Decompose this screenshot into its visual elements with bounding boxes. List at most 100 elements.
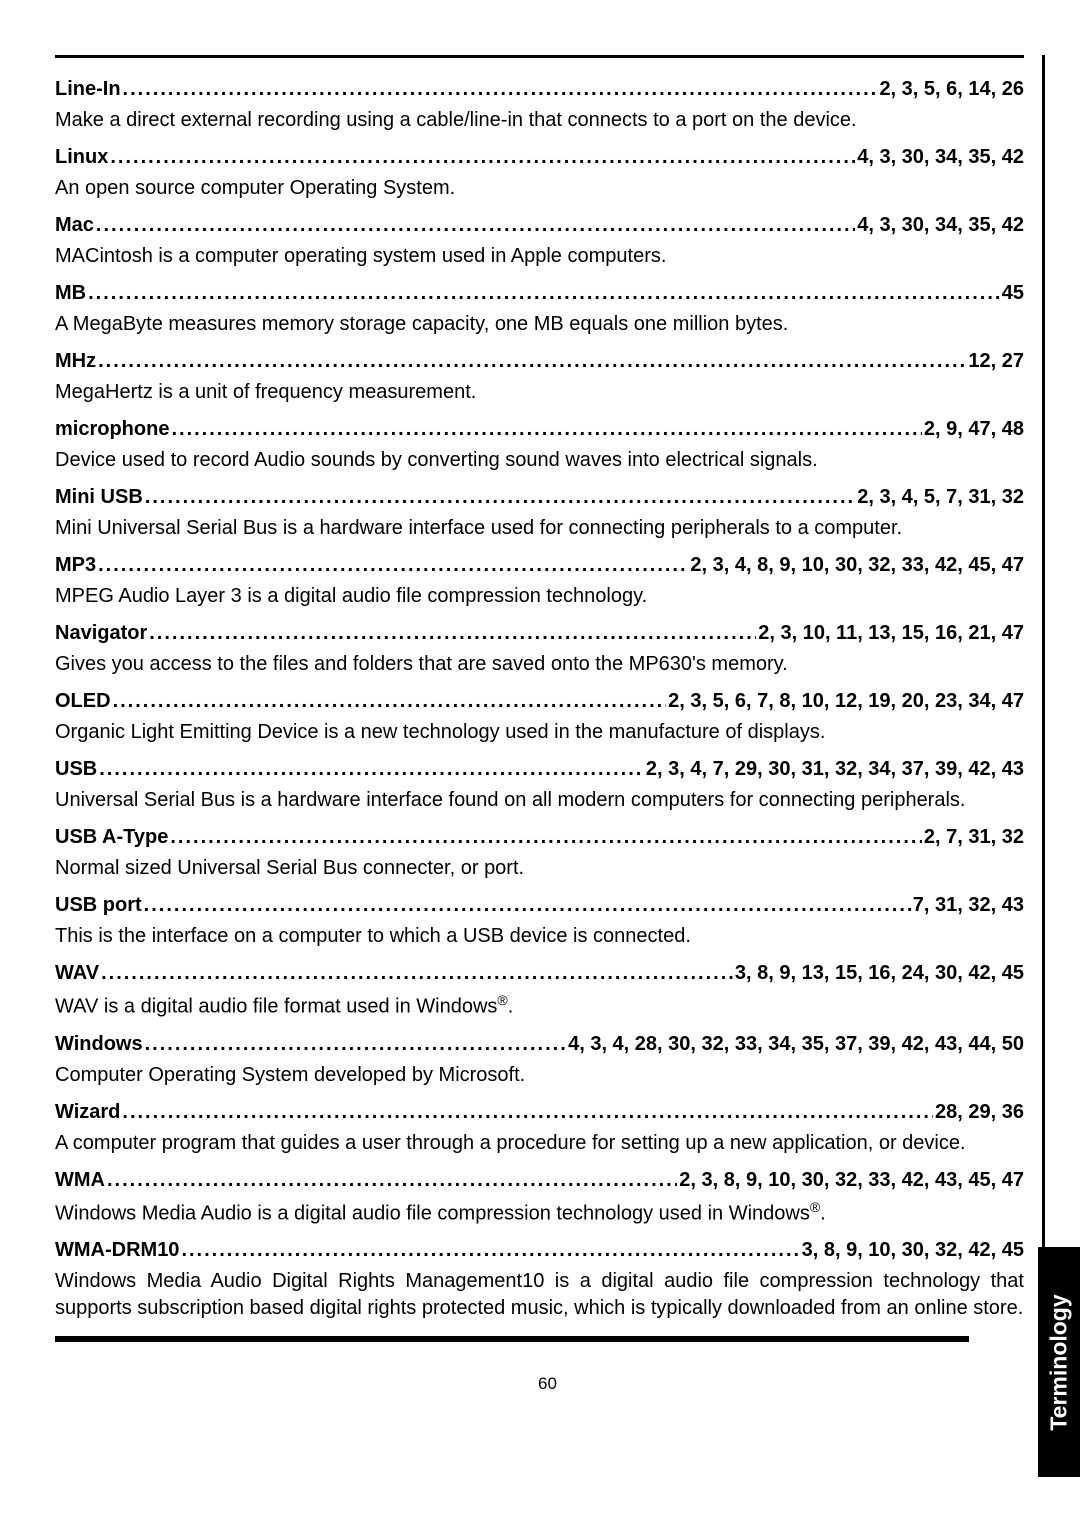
dot-leaders: [145, 484, 855, 511]
term-line: USB2, 3, 4, 7, 29, 30, 31, 32, 34, 37, 3…: [55, 756, 1024, 783]
term-label: MP3: [55, 552, 96, 579]
dot-leaders: [144, 892, 911, 919]
term-definition: Gives you access to the files and folder…: [55, 651, 1024, 678]
term-label: Linux: [55, 144, 108, 171]
term-definition: A computer program that guides a user th…: [55, 1130, 1024, 1157]
page-refs: 45: [1002, 280, 1024, 307]
dot-leaders: [113, 688, 667, 715]
index-entry: Mini USB2, 3, 4, 5, 7, 31, 32 Mini Univer…: [55, 484, 1024, 542]
dot-leaders: [122, 1099, 933, 1126]
index-entry: MB 45 A MegaByte measures memory storage c…: [55, 280, 1024, 338]
term-label: WMA: [55, 1167, 105, 1194]
term-line: microphone2, 9, 47, 48: [55, 416, 1024, 443]
side-tab: Terminology: [1038, 1247, 1080, 1477]
index-entry: Mac4, 3, 30, 34, 35, 42MACintosh is a co…: [55, 212, 1024, 270]
term-definition: Organic Light Emitting Device is a new t…: [55, 719, 1024, 746]
term-label: WAV: [55, 960, 99, 987]
dot-leaders: [171, 416, 921, 443]
term-definition: Make a direct external recording using a…: [55, 107, 1024, 134]
page-refs: 2, 3, 5, 6, 14, 26: [879, 76, 1024, 103]
term-label: Navigator: [55, 620, 147, 647]
dot-leaders: [123, 76, 878, 103]
page-refs: 2, 9, 47, 48: [924, 416, 1024, 443]
page-refs: 2, 3, 10, 11, 13, 15, 16, 21, 47: [758, 620, 1024, 647]
term-definition: An open source computer Operating System…: [55, 175, 1024, 202]
dot-leaders: [181, 1237, 799, 1264]
index-entry: Line-In 2, 3, 5, 6, 14, 26 Make a direct e…: [55, 76, 1024, 134]
term-label: Line-In: [55, 76, 121, 103]
content-area: Line-In 2, 3, 5, 6, 14, 26 Make a direct e…: [55, 55, 1045, 1342]
term-line: MP3 2, 3, 4, 8, 9, 10, 30, 32, 33, 42, 45…: [55, 552, 1024, 579]
term-definition: Windows Media Audio Digital Rights Manag…: [55, 1268, 1024, 1322]
term-label: USB: [55, 756, 97, 783]
page-refs: 2, 3, 4, 5, 7, 31, 32: [857, 484, 1024, 511]
term-definition: MACintosh is a computer operating system…: [55, 243, 1024, 270]
term-definition: MegaHertz is a unit of frequency measure…: [55, 379, 1024, 406]
dot-leaders: [170, 824, 922, 851]
index-entry: Navigator 2, 3, 10, 11, 13, 15, 16, 21, 4…: [55, 620, 1024, 678]
term-line: MHz 12, 27: [55, 348, 1024, 375]
index-entry: Windows 4, 3, 4, 28, 30, 32, 33, 34, 35, …: [55, 1031, 1024, 1089]
term-line: USB A-Type2, 7, 31, 32: [55, 824, 1024, 851]
term-definition: Device used to record Audio sounds by co…: [55, 447, 1024, 474]
page-refs: 3, 8, 9, 10, 30, 32, 42, 45: [802, 1237, 1024, 1264]
page-refs: 4, 3, 30, 34, 35, 42: [857, 144, 1024, 171]
index-entry: USB A-Type2, 7, 31, 32 Normal sized Unive…: [55, 824, 1024, 882]
dot-leaders: [98, 552, 688, 579]
index-entry: Linux 4, 3, 30, 34, 35, 42 An open source …: [55, 144, 1024, 202]
dot-leaders: [145, 1031, 566, 1058]
dot-leaders: [107, 1167, 677, 1194]
index-entry: WMA-DRM10 3, 8, 9, 10, 30, 32, 42, 45 Wind…: [55, 1237, 1024, 1322]
term-label: USB port: [55, 892, 142, 919]
term-line: OLED2, 3, 5, 6, 7, 8, 10, 12, 19, 20, 23…: [55, 688, 1024, 715]
page: Line-In 2, 3, 5, 6, 14, 26 Make a direct e…: [0, 0, 1080, 1527]
term-line: WMA 2, 3, 8, 9, 10, 30, 32, 33, 42, 43, 4…: [55, 1167, 1024, 1194]
term-definition: MPEG Audio Layer 3 is a digital audio fi…: [55, 583, 1024, 610]
term-definition: Windows Media Audio is a digital audio f…: [55, 1198, 1024, 1228]
page-refs: 2, 3, 4, 8, 9, 10, 30, 32, 33, 42, 45, 4…: [690, 552, 1024, 579]
dot-leaders: [99, 756, 644, 783]
term-label: Windows: [55, 1031, 143, 1058]
term-line: Wizard 28, 29, 36: [55, 1099, 1024, 1126]
side-tab-label: Terminology: [1046, 1294, 1073, 1430]
page-refs: 12, 27: [968, 348, 1024, 375]
index-entries: Line-In 2, 3, 5, 6, 14, 26 Make a direct e…: [55, 76, 1024, 1322]
index-entry: USB port7, 31, 32, 43This is the interfa…: [55, 892, 1024, 950]
term-definition: Mini Universal Serial Bus is a hardware …: [55, 515, 1024, 542]
term-definition: Computer Operating System developed by M…: [55, 1062, 1024, 1089]
term-line: Line-In 2, 3, 5, 6, 14, 26: [55, 76, 1024, 103]
term-line: Mini USB2, 3, 4, 5, 7, 31, 32: [55, 484, 1024, 511]
term-line: MB 45: [55, 280, 1024, 307]
index-entry: OLED2, 3, 5, 6, 7, 8, 10, 12, 19, 20, 23…: [55, 688, 1024, 746]
dot-leaders: [110, 144, 855, 171]
term-definition: WAV is a digital audio file format used …: [55, 991, 1024, 1021]
dot-leaders: [88, 280, 1000, 307]
page-number: 60: [55, 1374, 1040, 1394]
page-refs: 28, 29, 36: [935, 1099, 1024, 1126]
page-refs: 3, 8, 9, 13, 15, 16, 24, 30, 42, 45: [735, 960, 1024, 987]
term-line: USB port 7, 31, 32, 43: [55, 892, 1024, 919]
term-label: MHz: [55, 348, 96, 375]
index-entry: WMA 2, 3, 8, 9, 10, 30, 32, 33, 42, 43, 4…: [55, 1167, 1024, 1228]
term-definition: A MegaByte measures memory storage capac…: [55, 311, 1024, 338]
page-refs: 2, 7, 31, 32: [924, 824, 1024, 851]
term-label: Wizard: [55, 1099, 120, 1126]
term-label: WMA-DRM10: [55, 1237, 179, 1264]
page-refs: 4, 3, 4, 28, 30, 32, 33, 34, 35, 37, 39,…: [568, 1031, 1024, 1058]
term-definition: Universal Serial Bus is a hardware inter…: [55, 787, 1024, 814]
page-refs: 7, 31, 32, 43: [913, 892, 1024, 919]
top-rule: [55, 55, 1024, 58]
term-line: Navigator 2, 3, 10, 11, 13, 15, 16, 21, 4…: [55, 620, 1024, 647]
index-entry: WAV 3, 8, 9, 13, 15, 16, 24, 30, 42, 45 WA…: [55, 960, 1024, 1021]
page-refs: 2, 3, 8, 9, 10, 30, 32, 33, 42, 43, 45, …: [679, 1167, 1024, 1194]
bottom-rule: [55, 1336, 969, 1342]
page-refs: 2, 3, 5, 6, 7, 8, 10, 12, 19, 20, 23, 34…: [668, 688, 1024, 715]
term-definition: Normal sized Universal Serial Bus connec…: [55, 855, 1024, 882]
term-line: WMA-DRM10 3, 8, 9, 10, 30, 32, 42, 45: [55, 1237, 1024, 1264]
term-label: MB: [55, 280, 86, 307]
index-entry: Wizard 28, 29, 36 A computer program that …: [55, 1099, 1024, 1157]
index-entry: USB2, 3, 4, 7, 29, 30, 31, 32, 34, 37, 3…: [55, 756, 1024, 814]
index-entry: MHz 12, 27 MegaHertz is a unit of frequenc…: [55, 348, 1024, 406]
dot-leaders: [149, 620, 756, 647]
index-entry: microphone2, 9, 47, 48 Device used to rec…: [55, 416, 1024, 474]
